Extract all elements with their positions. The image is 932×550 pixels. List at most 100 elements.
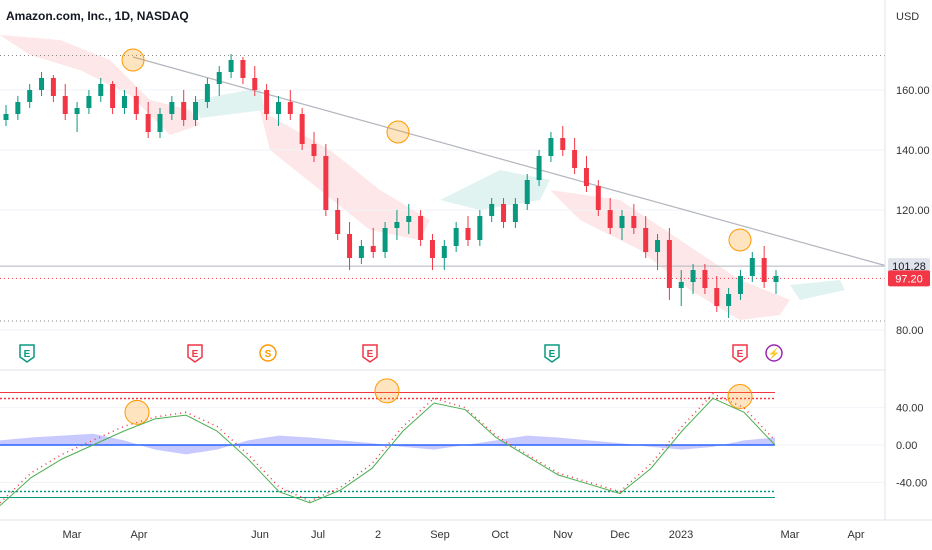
candle-body	[169, 102, 175, 114]
candle-body	[489, 204, 495, 216]
oscillator-levels	[0, 391, 775, 499]
event-marker-label: E	[549, 349, 556, 360]
candle-body	[382, 228, 388, 252]
candle-body	[726, 294, 732, 306]
candle-body	[157, 114, 163, 132]
event-marker-label: E	[367, 349, 374, 360]
price-axis[interactable]: 80.00 120.00 140.00 160.00	[896, 85, 930, 337]
time-tick-label: Sep	[430, 529, 450, 541]
event-marker-shape	[362, 344, 378, 363]
event-marker-shape	[544, 344, 560, 363]
candle-body	[465, 228, 471, 240]
time-tick-label: Jul	[311, 529, 325, 541]
candle-body	[86, 96, 92, 108]
candle-body	[441, 246, 447, 258]
candle-body	[323, 156, 329, 210]
event-marker-label: E	[192, 349, 199, 360]
candle-body	[311, 144, 317, 156]
candle-body	[50, 78, 56, 96]
time-axis[interactable]: Mar Apr Jun Jul 2 Sep Oct Nov Dec 2023 Mar Apr	[63, 529, 865, 541]
candle-body	[15, 102, 21, 114]
candle-body	[193, 102, 199, 120]
cloud-green	[195, 88, 265, 118]
candle-body	[275, 102, 281, 114]
event-marker-shape	[19, 344, 35, 363]
trendline	[132, 56, 886, 267]
cloud-green	[790, 280, 845, 300]
event-marker-label: ⚡	[768, 347, 780, 360]
cloud-red	[0, 35, 200, 135]
candle-body	[110, 84, 116, 108]
price-tick-label: 140.00	[896, 145, 930, 157]
candle-body	[39, 78, 45, 90]
price-badge-label: 101.28	[892, 261, 926, 273]
highlight-circle	[121, 48, 145, 72]
oscillator-highlight-circles	[124, 378, 753, 425]
candle-body	[678, 282, 684, 288]
osc-tick-label: 40.00	[896, 403, 924, 415]
candle-body	[501, 204, 507, 222]
time-tick-label: 2023	[669, 529, 693, 541]
price-levels	[0, 55, 885, 322]
candle-body	[572, 150, 578, 168]
chart-title: Amazon.com, Inc., 1D, NASDAQ	[6, 9, 189, 23]
osc-histogram-area	[0, 433, 775, 455]
time-tick-label: Oct	[491, 529, 508, 541]
candle-body	[394, 222, 400, 228]
candle-body	[3, 114, 9, 120]
event-marker-label: S	[265, 349, 272, 360]
candle-body	[583, 168, 589, 186]
osc-signal-line	[0, 392, 776, 504]
candle-body	[145, 114, 151, 132]
candle-body	[631, 216, 637, 228]
event-markers: E E S E E E ⚡	[19, 344, 783, 363]
candle-body	[358, 246, 364, 258]
candle-body	[761, 258, 767, 282]
candle-body	[370, 246, 376, 252]
price-grid	[0, 89, 885, 331]
oscillator-pane[interactable]	[0, 378, 885, 507]
candle-body	[287, 102, 293, 114]
candle-body	[62, 96, 68, 114]
candle-body	[98, 84, 104, 96]
candle-body	[264, 90, 270, 114]
candle-body	[406, 216, 412, 222]
candle-body	[418, 216, 424, 240]
price-badge-bg	[888, 270, 930, 287]
osc-highlight-circle	[374, 378, 400, 404]
candle-body	[655, 240, 661, 252]
candle-body	[299, 114, 305, 144]
trendline-segment	[132, 56, 886, 267]
candle-body	[347, 234, 353, 258]
candle-body	[240, 60, 246, 78]
event-marker-shape	[765, 344, 783, 362]
event-marker-label: E	[737, 349, 744, 360]
oscillator-axis[interactable]: 40.00 0.00 -40.00	[896, 403, 927, 490]
event-marker-shape	[187, 344, 203, 363]
candle-body	[714, 288, 720, 306]
candle-body	[181, 102, 187, 120]
time-tick-label: Dec	[610, 529, 630, 541]
time-tick-label: Jun	[251, 529, 269, 541]
time-tick-label: Mar	[63, 529, 82, 541]
time-tick-label: Apr	[130, 529, 147, 541]
oscillator-histogram	[0, 433, 775, 455]
candles	[3, 54, 779, 318]
time-tick-label: Apr	[847, 529, 864, 541]
candle-body	[690, 270, 696, 282]
event-marker-shape	[732, 344, 748, 363]
highlight-circles	[121, 48, 752, 252]
candle-body	[643, 228, 649, 252]
time-tick-label: Nov	[553, 529, 573, 541]
candle-body	[749, 258, 755, 276]
candle-body	[560, 138, 566, 150]
price-badge-label: 97.20	[895, 273, 923, 285]
price-pane[interactable]: E E S E E E ⚡	[0, 35, 886, 363]
oscillator-lines	[0, 392, 776, 507]
candle-body	[27, 90, 33, 102]
candle-body	[228, 60, 234, 72]
candle-body	[702, 270, 708, 288]
highlight-circle	[728, 228, 752, 252]
